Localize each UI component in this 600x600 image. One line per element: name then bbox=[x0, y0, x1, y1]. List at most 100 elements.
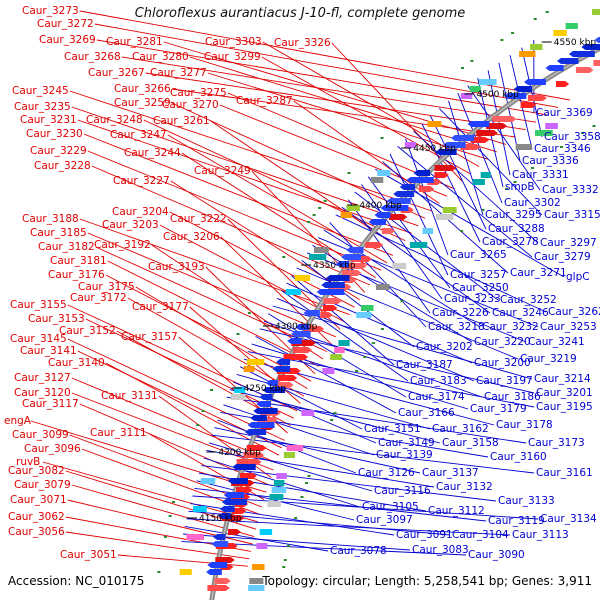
reverse-label-connector bbox=[448, 100, 484, 216]
forward-gene-label: Caur_3071 bbox=[10, 494, 67, 506]
forward-gene-label: Caur_3231 bbox=[20, 114, 77, 126]
gc-content-marker bbox=[286, 545, 290, 547]
forward-gene-label: Caur_3204 bbox=[112, 206, 169, 218]
reverse-label-connector bbox=[291, 275, 395, 366]
genome-summary-text: Topology: circular; Length: 5,258,541 bp… bbox=[262, 574, 592, 588]
forward-gene-arrow bbox=[381, 228, 396, 234]
forward-label-connector bbox=[227, 218, 341, 330]
forward-gene-arrow bbox=[476, 130, 498, 136]
reverse-gene-arrow bbox=[568, 51, 595, 57]
reverse-gene-arrow bbox=[259, 394, 273, 400]
reverse-label-connector bbox=[457, 93, 503, 204]
reverse-label-connector bbox=[335, 214, 547, 313]
gc-content-marker bbox=[305, 482, 309, 484]
gc-content-marker bbox=[282, 256, 286, 258]
forward-gene-arrow bbox=[486, 123, 508, 129]
gc-content-marker bbox=[330, 419, 334, 421]
reverse-label-connector bbox=[323, 229, 481, 328]
feature-category-box bbox=[231, 394, 246, 400]
forward-gene-label: Caur_3222 bbox=[170, 213, 227, 225]
gc-content-marker bbox=[470, 60, 474, 62]
forward-label-connector bbox=[159, 224, 346, 323]
feature-category-box bbox=[251, 564, 265, 570]
reverse-gene-arrow bbox=[335, 261, 349, 267]
forward-gene-label: Caur_3153 bbox=[28, 313, 85, 325]
reverse-gene-label: Caur_3197 bbox=[476, 375, 533, 387]
forward-label-connector bbox=[69, 90, 433, 212]
forward-gene-label: Caur_3259 bbox=[114, 97, 171, 109]
forward-gene-label: Caur_3275 bbox=[170, 87, 227, 99]
reverse-gene-arrow bbox=[581, 44, 600, 50]
feature-category-box bbox=[322, 368, 335, 374]
gc-content-marker bbox=[505, 188, 509, 190]
forward-gene-arrow bbox=[389, 214, 408, 220]
reverse-label-connector bbox=[397, 146, 533, 258]
reverse-gene-label: Caur_3097 bbox=[356, 514, 413, 526]
reverse-label-connector bbox=[329, 222, 427, 328]
forward-label-connector bbox=[71, 392, 274, 471]
forward-gene-label: Caur_3079 bbox=[14, 479, 71, 491]
reverse-gene-arrow bbox=[262, 387, 286, 393]
forward-gene-label: Caur_3267 bbox=[88, 67, 145, 79]
feature-category-box bbox=[234, 387, 246, 393]
reverse-gene-label: Caur_3116 bbox=[374, 485, 431, 497]
reverse-label-connector bbox=[421, 123, 481, 243]
reverse-gene-arrow bbox=[244, 429, 267, 435]
forward-gene-label: Caur_3266 bbox=[114, 83, 171, 95]
reverse-label-connector bbox=[255, 336, 397, 414]
reverse-label-connector bbox=[226, 396, 527, 444]
forward-gene-label: ruvB bbox=[16, 456, 40, 468]
feature-category-box bbox=[592, 9, 600, 15]
feature-category-box bbox=[193, 506, 207, 512]
reverse-gene-label: Caur_3265 bbox=[450, 249, 507, 261]
kbp-tick-label: 4200 kbp bbox=[218, 448, 261, 458]
gc-content-marker bbox=[236, 333, 240, 335]
forward-label-connector bbox=[79, 403, 269, 486]
forward-gene-label: Caur_3228 bbox=[34, 160, 91, 172]
forward-label-connector bbox=[163, 41, 507, 145]
feature-category-box bbox=[338, 340, 350, 346]
forward-gene-label: Caur_3176 bbox=[48, 269, 105, 281]
reverse-gene-label: Caur_3279 bbox=[534, 251, 591, 263]
gc-content-marker bbox=[363, 356, 367, 358]
kbp-tick-label: 4550 kbp bbox=[554, 38, 597, 48]
reverse-gene-label: Caur_3137 bbox=[422, 467, 479, 479]
reverse-gene-arrow bbox=[213, 534, 226, 540]
reverse-gene-label: Caur_3214 bbox=[534, 373, 591, 385]
feature-category-box bbox=[370, 177, 384, 183]
feature-category-box bbox=[256, 543, 268, 549]
reverse-gene-arrow bbox=[227, 478, 248, 484]
gc-content-marker bbox=[300, 496, 304, 498]
kbp-tick-label: 4250 kbp bbox=[244, 384, 287, 394]
reverse-gene-label: Caur_3158 bbox=[442, 437, 499, 449]
forward-gene-label: Caur_3062 bbox=[8, 511, 65, 523]
forward-gene-arrow bbox=[207, 585, 230, 591]
feature-category-box bbox=[469, 86, 481, 92]
reverse-gene-label: Caur_3132 bbox=[436, 481, 493, 493]
reverse-gene-label: Caur_3250 bbox=[452, 282, 509, 294]
forward-gene-label: Caur_3152 bbox=[59, 325, 116, 337]
forward-gene-arrow bbox=[520, 102, 537, 108]
reverse-gene-arrow bbox=[556, 58, 579, 64]
forward-label-connector bbox=[171, 88, 516, 138]
forward-gene-label: Caur_3188 bbox=[22, 213, 79, 225]
reverse-gene-label: Caur_3232 bbox=[482, 321, 539, 333]
reverse-gene-arrow bbox=[545, 65, 564, 71]
feature-category-box bbox=[313, 247, 329, 253]
feature-category-box bbox=[276, 473, 287, 479]
forward-gene-label: Caur_3280 bbox=[132, 51, 189, 63]
feature-category-box bbox=[479, 79, 497, 85]
forward-gene-label: Caur_3111 bbox=[90, 427, 147, 439]
feature-category-box bbox=[565, 23, 578, 29]
reverse-label-connector bbox=[347, 199, 431, 314]
reverse-gene-label: Caur_3332 bbox=[542, 184, 599, 196]
forward-gene-arrow bbox=[239, 473, 257, 479]
forward-gene-arrow bbox=[365, 242, 384, 248]
feature-category-box bbox=[376, 284, 390, 290]
gc-content-marker bbox=[559, 146, 563, 148]
reverse-gene-label: Caur_3241 bbox=[528, 336, 585, 348]
kbp-tick-label: 4400 kbp bbox=[359, 201, 402, 211]
forward-gene-label: Caur_3051 bbox=[60, 549, 117, 561]
feature-category-box bbox=[179, 569, 192, 575]
forward-gene-label: Caur_3270 bbox=[162, 99, 219, 111]
